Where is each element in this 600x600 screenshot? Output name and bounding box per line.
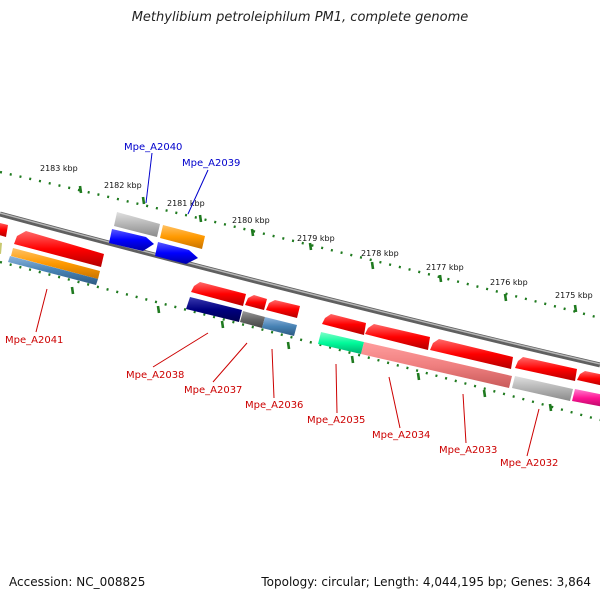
map-title: Methylibium petroleiphilum PM1, complete…: [131, 10, 469, 25]
gene-label-mpe-a2040[interactable]: Mpe_A2040: [124, 142, 182, 153]
gene-bar-mpe-a2037[interactable]: [240, 311, 265, 328]
gene-label-mpe-a2041[interactable]: Mpe_A2041: [5, 335, 63, 346]
tick-label: 2179 kbp: [297, 234, 335, 243]
feature-bar[interactable]: [365, 324, 430, 350]
genome-backbone-highlight: [0, 212, 600, 365]
feature-bar[interactable]: [515, 357, 577, 381]
feature-bar[interactable]: [572, 389, 600, 407]
feature-bar[interactable]: [430, 339, 513, 369]
gene-bar-mpe-a2034[interactable]: [361, 342, 512, 388]
feature-bar[interactable]: [8, 256, 98, 285]
outer-tick-track: [0, 170, 600, 320]
tick-labels: 2183 kbp 2182 kbp 2181 kbp 2180 kbp 2179…: [40, 164, 593, 300]
forward-strand-features: [0, 212, 205, 264]
gene-bar-mpe-a2032[interactable]: [512, 376, 573, 401]
tick-label: 2178 kbp: [361, 249, 399, 258]
feature-bar[interactable]: [0, 222, 8, 237]
tick-label: 2177 kbp: [426, 263, 464, 272]
feature-bar[interactable]: [245, 295, 267, 310]
accession-text: Accession: NC_008825: [9, 575, 146, 589]
gene-label-mpe-a2033[interactable]: Mpe_A2033: [439, 445, 497, 456]
tick-label: 2181 kbp: [167, 199, 205, 208]
reverse-strand-features: [0, 231, 600, 407]
gene-arrow-mpe-a2040[interactable]: [109, 229, 154, 251]
feature-bar[interactable]: [11, 248, 100, 279]
genome-summary-text: Topology: circular; Length: 4,044,195 bp…: [261, 575, 591, 589]
forward-gene-labels: Mpe_A2040 Mpe_A2039: [124, 142, 240, 169]
outer-major-ticks: [78, 185, 578, 313]
gene-arrow-mpe-a2039[interactable]: [155, 242, 198, 264]
gene-label-mpe-a2034[interactable]: Mpe_A2034: [372, 430, 430, 441]
feature-bar[interactable]: [266, 300, 300, 318]
gene-arrow-mpe-a2041[interactable]: [14, 231, 104, 267]
gene-arrow-mpe-a2035[interactable]: [322, 314, 366, 335]
gene-label-mpe-a2037[interactable]: Mpe_A2037: [184, 385, 242, 396]
tick-label: 2180 kbp: [232, 216, 270, 225]
inner-major-ticks: [70, 286, 553, 412]
feature-bar[interactable]: [0, 242, 2, 254]
gene-bar-mpe-a2036[interactable]: [262, 317, 297, 336]
feature-bar[interactable]: [114, 212, 160, 237]
feature-bar[interactable]: [160, 225, 205, 249]
feature-bar[interactable]: [186, 297, 242, 322]
tick-label: 2183 kbp: [40, 164, 78, 173]
gene-label-mpe-a2035[interactable]: Mpe_A2035: [307, 415, 365, 426]
reverse-gene-labels: Mpe_A2041 Mpe_A2038 Mpe_A2037 Mpe_A2036 …: [5, 335, 558, 469]
feature-bar[interactable]: [577, 371, 600, 386]
gene-label-mpe-a2032[interactable]: Mpe_A2032: [500, 458, 558, 469]
tick-label: 2182 kbp: [104, 181, 142, 190]
gene-label-mpe-a2038[interactable]: Mpe_A2038: [126, 370, 184, 381]
genome-backbone: [0, 211, 600, 368]
forward-leader-lines: [145, 152, 209, 215]
feature-bar[interactable]: [318, 332, 364, 354]
gene-label-mpe-a2036[interactable]: Mpe_A2036: [245, 400, 303, 411]
tick-label: 2175 kbp: [555, 291, 593, 300]
gene-arrow-mpe-a2038[interactable]: [191, 282, 246, 306]
gene-label-mpe-a2039[interactable]: Mpe_A2039: [182, 158, 240, 169]
reverse-leader-lines: [35, 288, 540, 457]
tick-label: 2176 kbp: [490, 278, 528, 287]
